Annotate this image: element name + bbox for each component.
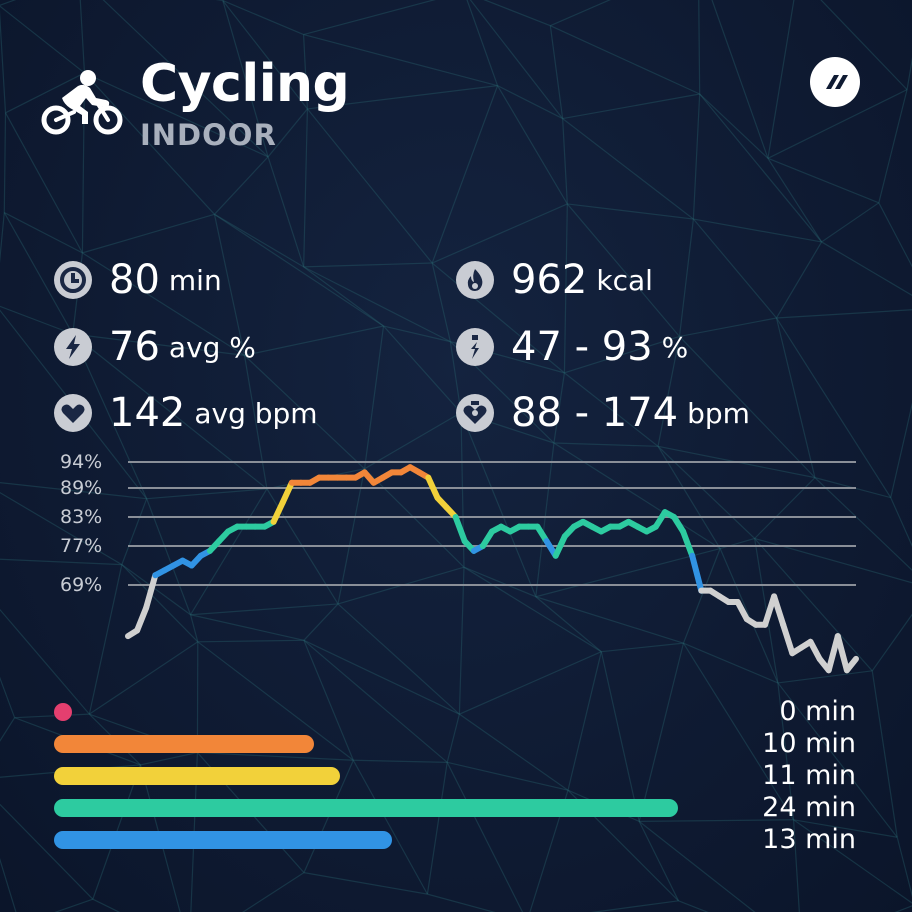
avg-heart-rate-unit: avg bpm (194, 396, 318, 430)
zone-red-time: 0 min (779, 696, 856, 727)
stat-calories: 962 kcal (456, 255, 653, 305)
intensity-chart (125, 461, 859, 674)
avg-heart-rate-value: 142 (109, 390, 186, 436)
intensity-line-segment (134, 604, 150, 634)
zone-green-time: 24 min (762, 792, 856, 823)
heart-rate-range-unit: bpm (687, 396, 750, 430)
intensity-line-segment (270, 499, 286, 525)
y-tick-label: 94% (60, 451, 103, 473)
y-tick-label: 69% (60, 574, 103, 596)
intensity-line-segment (780, 621, 796, 657)
zone-blue-time: 13 min (762, 824, 856, 855)
intensity-line-segment (807, 638, 823, 662)
intensity-line-segment (452, 514, 468, 545)
stat-avg-intensity: 76 avg % (54, 322, 256, 372)
stat-duration: 80 min (54, 255, 222, 305)
clock-icon (54, 261, 92, 299)
intensity-line-segment (843, 655, 859, 674)
zone-red-dot (54, 703, 72, 721)
calories-value: 962 (511, 257, 588, 303)
flame-icon (456, 261, 494, 299)
zone-orange-bar (54, 735, 314, 753)
duration-value: 80 (109, 257, 160, 303)
stat-heart-rate-range: 88 - 174 bpm (456, 388, 750, 438)
zone-green-bar (54, 799, 678, 817)
intensity-range-unit: % (661, 330, 689, 364)
intensity-line-segment (689, 552, 705, 594)
activity-title: Cycling (140, 54, 350, 114)
activity-subtitle: INDOOR (140, 118, 277, 152)
cycling-icon (41, 70, 123, 135)
range-icon (456, 328, 494, 366)
calories-unit: kcal (596, 263, 653, 297)
duration-unit: min (168, 263, 222, 297)
stat-intensity-range: 47 - 93 % (456, 322, 688, 372)
stat-avg-heart-rate: 142 avg bpm (54, 388, 318, 438)
zone-yellow-time: 11 min (762, 760, 856, 791)
intensity-range-value: 47 - 93 (511, 324, 653, 370)
intensity-line-segment (734, 599, 750, 623)
intensity-line-segment (771, 593, 787, 628)
heart-range-icon (456, 394, 494, 432)
lightning-icon (54, 328, 92, 366)
zone-orange-time: 10 min (762, 728, 856, 759)
zone-blue-bar (54, 831, 392, 849)
zone-yellow-bar (54, 767, 340, 785)
heart-icon (54, 394, 92, 432)
intensity-line-segment (834, 633, 850, 674)
intensity-line-segment (143, 572, 159, 611)
y-tick-label: 77% (60, 535, 103, 557)
y-tick-label: 83% (60, 506, 103, 528)
avg-intensity-unit: avg % (168, 330, 256, 364)
intensity-line-segment (425, 474, 441, 501)
intensity-line-segment (279, 479, 295, 506)
heart-rate-range-value: 88 - 174 (511, 390, 679, 436)
brand-logo-icon[interactable] (810, 57, 860, 107)
intensity-line-segment (552, 533, 568, 559)
intensity-line-segment (680, 528, 696, 559)
avg-intensity-value: 76 (109, 324, 160, 370)
y-tick-label: 89% (60, 477, 103, 499)
